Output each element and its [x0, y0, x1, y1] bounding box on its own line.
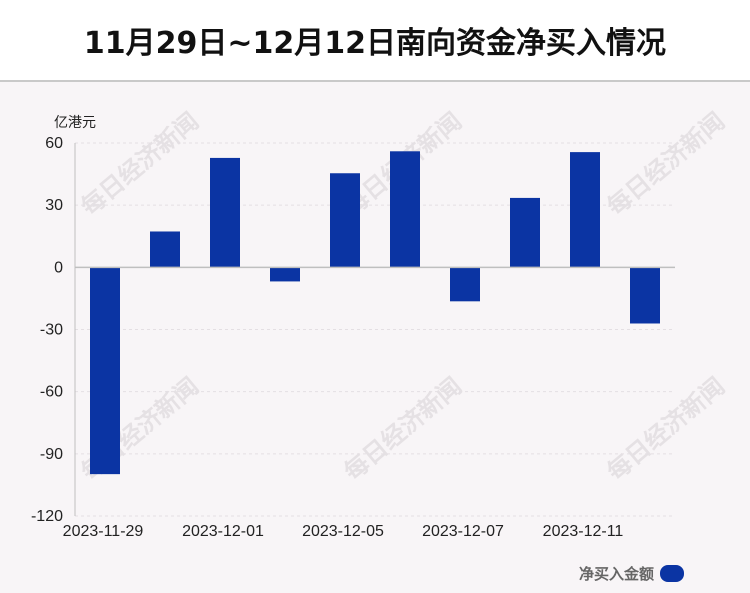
bar [210, 157, 240, 268]
y-tick-label: 0 [54, 259, 63, 276]
x-tick-label: 2023-12-01 [182, 523, 264, 540]
x-tick-label: 2023-12-11 [543, 523, 624, 540]
bar [570, 152, 600, 268]
bar [510, 197, 540, 268]
legend-swatch [660, 565, 684, 582]
legend: 净买入金额 [579, 563, 684, 584]
y-tick-label: -120 [31, 508, 63, 525]
y-tick-label: 30 [45, 197, 63, 214]
y-tick-label: -90 [40, 446, 63, 463]
title-bar: 11月29日~12月12日南向资金净买入情况 [0, 0, 750, 82]
bar [450, 267, 480, 302]
bar [270, 267, 300, 282]
x-tick-label: 2023-12-07 [422, 523, 504, 540]
y-tick-label: 60 [45, 135, 63, 152]
x-tick-label: 2023-11-29 [63, 523, 144, 540]
chart-title: 11月29日~12月12日南向资金净买入情况 [83, 26, 667, 61]
bar [330, 173, 360, 268]
y-axis-unit-label: 亿港元 [54, 115, 96, 131]
legend-label: 净买入金额 [578, 565, 654, 583]
bar [390, 151, 420, 268]
y-tick-label: -30 [40, 322, 63, 339]
bar [150, 231, 180, 268]
y-tick-label: -60 [40, 384, 63, 401]
bar [90, 267, 120, 475]
bar [630, 267, 660, 324]
x-tick-label: 2023-12-05 [302, 523, 384, 540]
